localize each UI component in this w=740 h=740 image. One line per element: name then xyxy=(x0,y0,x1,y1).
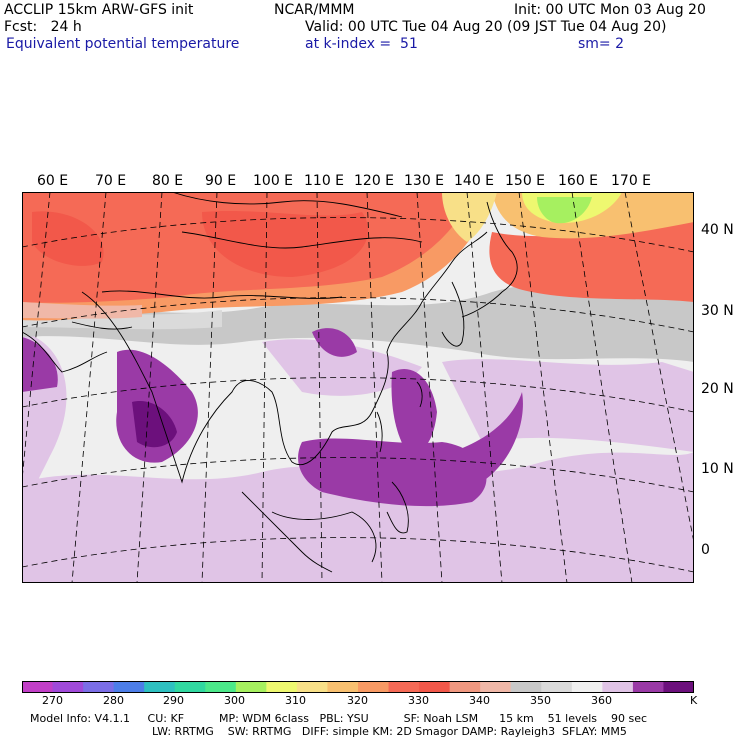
colorbar-tick: 350 xyxy=(530,694,551,707)
map-frame xyxy=(22,192,694,583)
colorbar-tick: 310 xyxy=(285,694,306,707)
colorbar-tick: 360 xyxy=(591,694,612,707)
colorbar-tick: 280 xyxy=(103,694,124,707)
colorbar-swatch xyxy=(663,681,694,693)
lon-label: 150 E xyxy=(505,173,546,189)
lon-label: 120 E xyxy=(354,173,395,189)
colorbar-swatch xyxy=(22,681,54,693)
colorbar-swatch xyxy=(205,681,237,693)
colorbar-swatch xyxy=(235,681,267,693)
colorbar-tick: 290 xyxy=(163,694,184,707)
lon-label: 80 E xyxy=(152,173,184,189)
model-info-line2: LW: RRTMG SW: RRTMG DIFF: simple KM: 2D … xyxy=(152,725,627,738)
field-name: Equivalent potential temperature xyxy=(6,36,240,52)
midlat-band xyxy=(22,282,694,362)
colorbar-swatch xyxy=(632,681,664,693)
lon-label: 140 E xyxy=(454,173,495,189)
colorbar-unit: K xyxy=(690,694,698,707)
colorbar-tick: 270 xyxy=(42,694,63,707)
convection-scs xyxy=(298,438,487,507)
lat-label: 0 xyxy=(701,542,710,558)
colorbar-swatch xyxy=(52,681,84,693)
model-info-line1: Model Info: V4.1.1 CU: KF MP: WDM 6class… xyxy=(30,712,648,725)
graticule xyxy=(22,192,694,583)
colorbar-swatch xyxy=(419,681,451,693)
colorbar-swatch xyxy=(388,681,420,693)
convection-west-pacific xyxy=(391,368,437,453)
lon-label: 70 E xyxy=(95,173,127,189)
lon-label: 110 E xyxy=(304,173,345,189)
lon-label: 130 E xyxy=(404,173,445,189)
colorbar xyxy=(22,681,694,693)
colorbar-swatch xyxy=(602,681,634,693)
lat-label: 30 N xyxy=(701,303,734,319)
colorbar-swatch xyxy=(480,681,512,693)
valid-time: Valid: 00 UTC Tue 04 Aug 20 (09 JST Tue … xyxy=(305,19,667,35)
lon-label: 60 E xyxy=(37,173,69,189)
lon-label: 100 E xyxy=(253,173,294,189)
theta-e-map xyxy=(22,192,694,583)
center-name: NCAR/MMM xyxy=(274,2,355,18)
colorbar-swatch xyxy=(174,681,206,693)
colorbar-swatch xyxy=(113,681,145,693)
colorbar-swatch xyxy=(296,681,328,693)
lat-label: 40 N xyxy=(701,222,734,238)
lon-label: 170 E xyxy=(611,173,652,189)
colorbar-swatch xyxy=(266,681,298,693)
colorbar-frame xyxy=(22,681,694,693)
colorbar-swatch xyxy=(144,681,176,693)
colorbar-swatch xyxy=(358,681,390,693)
colorbar-tick: 330 xyxy=(408,694,429,707)
colorbar-tick: 300 xyxy=(224,694,245,707)
lat-label: 20 N xyxy=(701,381,734,397)
colorbar-swatch xyxy=(510,681,542,693)
colorbar-swatch xyxy=(571,681,603,693)
forecast-hour: Fcst: 24 h xyxy=(4,19,82,35)
lon-label: 90 E xyxy=(205,173,237,189)
colorbar-tick: 320 xyxy=(347,694,368,707)
model-title: ACCLIP 15km ARW-GFS init xyxy=(4,2,194,18)
colorbar-swatch xyxy=(541,681,573,693)
smoothing-info: sm= 2 xyxy=(578,36,625,52)
colorbar-tick: 340 xyxy=(469,694,490,707)
tropical-field xyxy=(22,452,694,583)
lat-label: 10 N xyxy=(701,461,734,477)
colorbar-swatch xyxy=(449,681,481,693)
colorbar-swatch xyxy=(83,681,115,693)
lon-label: 160 E xyxy=(558,173,599,189)
init-time: Init: 00 UTC Mon 03 Aug 20 xyxy=(514,2,706,18)
colorbar-swatch xyxy=(327,681,359,693)
level-info: at k-index = 51 xyxy=(305,36,418,52)
